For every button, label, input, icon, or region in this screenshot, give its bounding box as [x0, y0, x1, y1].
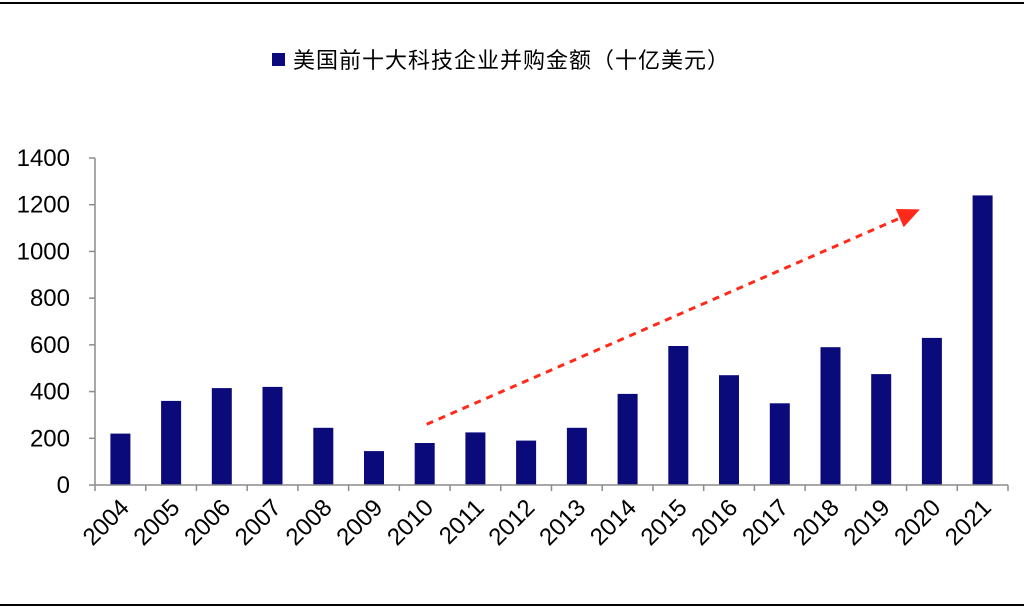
y-tick-label-200: 200 [30, 425, 70, 452]
bar-2014 [617, 393, 638, 485]
y-tick-label-1400: 1400 [17, 145, 70, 172]
bar-2018 [820, 347, 841, 485]
y-tick-label-600: 600 [30, 332, 70, 359]
bar-2016 [719, 375, 739, 485]
trend-arrow-line [426, 216, 901, 426]
x-tick-label-2020: 2020 [889, 494, 946, 551]
x-tick-label-2004: 2004 [78, 494, 135, 551]
y-tick-label-1200: 1200 [17, 192, 70, 219]
bar-2017 [769, 403, 790, 486]
bar-2004 [110, 433, 131, 485]
y-tick-label-800: 800 [30, 285, 70, 312]
bar-2019 [871, 374, 892, 485]
bar-2013 [566, 427, 587, 485]
bar-2010 [414, 443, 435, 485]
x-tick-label-2016: 2016 [686, 494, 743, 551]
legend-swatch [272, 52, 285, 66]
y-tick-label-1000: 1000 [17, 238, 70, 265]
bar-2005 [161, 400, 182, 485]
y-tick-label-0: 0 [57, 472, 70, 499]
x-tick-label-2009: 2009 [331, 494, 388, 551]
x-tick-label-2015: 2015 [636, 494, 693, 551]
bottom-border [0, 604, 1024, 606]
x-tick-label-2019: 2019 [839, 494, 896, 551]
legend-label: 美国前十大科技企业并购金额（十亿美元） [293, 49, 731, 74]
y-tick-label-400: 400 [30, 379, 70, 406]
x-tick-label-2018: 2018 [788, 494, 845, 551]
chart-legend: 美国前十大科技企业并购金额（十亿美元） [272, 44, 730, 74]
x-tick-label-2006: 2006 [179, 494, 236, 551]
x-tick-label-2017: 2017 [737, 494, 794, 551]
bar-2006 [211, 388, 232, 485]
x-tick-label-2014: 2014 [585, 494, 642, 551]
bar-2021 [972, 195, 993, 485]
bar-2015 [668, 346, 689, 485]
x-tick-label-2008: 2008 [281, 494, 338, 551]
x-tick-label-2010: 2010 [382, 494, 439, 551]
trend-arrow-head [895, 209, 920, 228]
bar-2007 [262, 386, 283, 485]
bar-2020 [921, 337, 942, 485]
bar-2009 [364, 451, 384, 485]
x-tick-label-2012: 2012 [483, 494, 540, 551]
bar-2012 [516, 440, 537, 485]
bar-2008 [313, 427, 334, 485]
x-tick-label-2013: 2013 [534, 494, 591, 551]
x-tick-label-2011: 2011 [434, 494, 490, 550]
x-tick-label-2005: 2005 [128, 494, 185, 551]
bar-2011 [465, 432, 486, 485]
x-tick-label-2007: 2007 [230, 494, 287, 551]
x-tick-label-2021: 2021 [940, 494, 997, 551]
top-border [0, 2, 1024, 4]
